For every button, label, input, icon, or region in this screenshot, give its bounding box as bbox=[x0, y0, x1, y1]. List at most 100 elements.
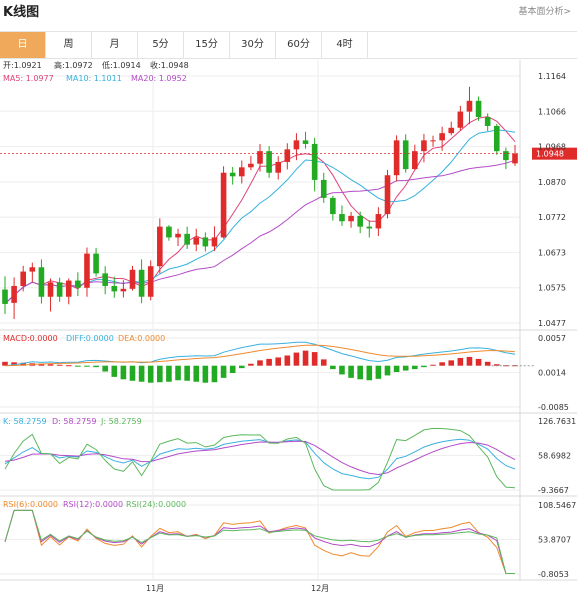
macd-bar bbox=[184, 365, 190, 381]
period-tabs: 日 周 月 5分 15分 30分 60分 4时 bbox=[0, 31, 577, 59]
candle-body bbox=[430, 140, 436, 142]
y-tick-label: -9.3667 bbox=[538, 486, 569, 495]
candle-body bbox=[503, 151, 509, 161]
candle-body bbox=[29, 267, 36, 272]
macd-bar bbox=[320, 359, 327, 366]
candle-body bbox=[147, 266, 154, 297]
tab-month[interactable]: 月 bbox=[92, 32, 138, 58]
rsi6-value: RSI(6):0.0000 bbox=[3, 500, 58, 509]
candle-body bbox=[75, 280, 81, 288]
macd-bar bbox=[493, 364, 500, 366]
rsi-lines bbox=[4, 509, 515, 574]
macd-bar bbox=[512, 365, 518, 367]
tab-5min[interactable]: 5分 bbox=[138, 32, 184, 58]
macd-bar bbox=[412, 365, 418, 370]
candle-body bbox=[348, 215, 354, 222]
macd-bar bbox=[2, 361, 8, 366]
dea-value: DEA:0.0000 bbox=[118, 334, 165, 343]
y-tick-label: 1.0673 bbox=[538, 248, 566, 257]
y-tick-label: 53.8707 bbox=[538, 536, 571, 545]
candle-body bbox=[11, 285, 17, 303]
macd-bar bbox=[257, 360, 263, 366]
macd-bar bbox=[84, 365, 90, 367]
candle-body bbox=[93, 253, 99, 274]
macd-legend: MACD:0.0000 DIFF:0.0000 DEA:0.0000 bbox=[3, 334, 165, 343]
candle-body bbox=[166, 226, 172, 238]
ohlc-legend: 开:1.0921 高:1.0972 低:1.0914 收:1.0948 bbox=[3, 60, 189, 70]
macd-bar bbox=[366, 365, 373, 381]
macd-lines bbox=[4, 341, 535, 367]
y-tick-label: 58.6982 bbox=[538, 452, 571, 461]
diff-value: DIFF:0.0000 bbox=[66, 334, 114, 343]
macd-bar bbox=[439, 362, 445, 366]
j-value: J: 58.2759 bbox=[100, 417, 142, 426]
ma20-value: MA20: 1.0952 bbox=[131, 74, 187, 83]
candle-body bbox=[448, 127, 455, 134]
rsi24-value: RSI(24):0.0000 bbox=[126, 500, 186, 509]
candle-body bbox=[457, 111, 464, 128]
ma5-value: MA5: 1.0977 bbox=[3, 74, 54, 83]
candle-body bbox=[412, 151, 418, 170]
tab-day[interactable]: 日 bbox=[0, 32, 46, 58]
macd-bar bbox=[147, 365, 154, 383]
macd-bar bbox=[65, 365, 72, 367]
macd-bar bbox=[75, 365, 81, 367]
candle-body bbox=[129, 269, 136, 289]
candle-body bbox=[38, 267, 45, 297]
macd-bar bbox=[166, 365, 172, 382]
tab-15min[interactable]: 15分 bbox=[184, 32, 230, 58]
macd-bar bbox=[466, 356, 473, 366]
candle-body bbox=[275, 161, 282, 173]
candle-body bbox=[439, 133, 445, 141]
candle-body bbox=[220, 172, 227, 238]
macd-value: MACD:0.0000 bbox=[3, 334, 58, 343]
y-tick-label: 1.0477 bbox=[538, 319, 566, 328]
candle-body bbox=[320, 179, 327, 198]
tab-60min[interactable]: 60分 bbox=[276, 32, 322, 58]
candle-body bbox=[47, 282, 54, 297]
x-tick-label: 11月 bbox=[146, 584, 164, 593]
macd-bar bbox=[330, 365, 336, 370]
tab-week[interactable]: 周 bbox=[46, 32, 92, 58]
macd-bar bbox=[503, 365, 509, 367]
candle-body bbox=[384, 175, 391, 215]
y-tick-label: 108.5467 bbox=[538, 501, 576, 510]
y-tick-label: 1.0575 bbox=[538, 284, 566, 293]
dea-line bbox=[4, 344, 516, 367]
candle-body bbox=[193, 237, 200, 245]
candle-body bbox=[65, 280, 72, 297]
candle-body bbox=[402, 140, 409, 170]
k-value: K: 58.2759 bbox=[3, 417, 47, 426]
candle-body bbox=[102, 273, 108, 286]
rsi24-line bbox=[4, 509, 515, 574]
candle-body bbox=[266, 151, 272, 173]
macd-histogram bbox=[2, 350, 518, 383]
candle-body bbox=[2, 289, 8, 304]
macd-bar bbox=[275, 357, 282, 366]
diff-line bbox=[4, 341, 516, 367]
current-price-label: 1.0948 bbox=[536, 150, 564, 159]
candlestick-series bbox=[2, 86, 518, 320]
high-value: 高:1.0972 bbox=[54, 60, 93, 70]
fundamental-analysis-link[interactable]: 基本面分析> bbox=[518, 7, 571, 17]
macd-bar bbox=[56, 364, 63, 366]
macd-bar bbox=[138, 365, 145, 382]
rsi-legend: RSI(6):0.0000 RSI(12):0.0000 RSI(24):0.0… bbox=[3, 500, 186, 509]
macd-bar bbox=[402, 365, 409, 371]
macd-bar bbox=[457, 357, 464, 366]
macd-bar bbox=[421, 365, 427, 368]
candle-body bbox=[311, 143, 318, 180]
d-value: D: 58.2759 bbox=[52, 417, 96, 426]
rsi6-line bbox=[4, 509, 515, 574]
macd-bar bbox=[293, 352, 300, 366]
y-tick-label: 126.7631 bbox=[538, 417, 576, 426]
candle-body bbox=[475, 100, 482, 117]
y-tick-label: 1.0968 bbox=[538, 143, 566, 152]
candle-body bbox=[466, 100, 473, 112]
candle-body bbox=[421, 140, 427, 152]
tab-4hour[interactable]: 4时 bbox=[322, 32, 368, 58]
candle-body bbox=[238, 167, 245, 177]
candle-body bbox=[84, 253, 90, 288]
macd-bar bbox=[120, 365, 127, 380]
tab-30min[interactable]: 30分 bbox=[230, 32, 276, 58]
